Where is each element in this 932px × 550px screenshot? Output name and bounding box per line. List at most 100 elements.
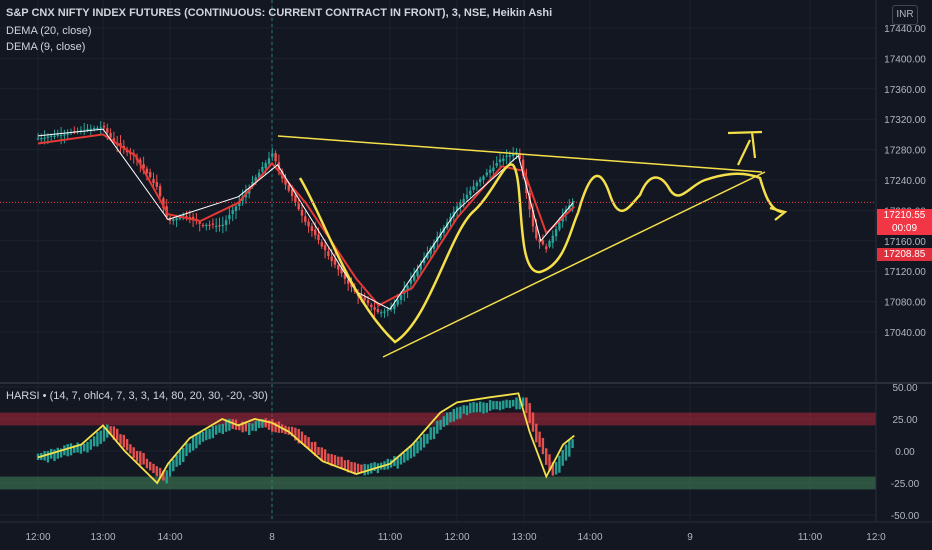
- currency-label[interactable]: INR: [892, 5, 918, 25]
- harsi-bar: [191, 436, 195, 451]
- harsi-bar: [76, 442, 79, 453]
- harsi-bar: [310, 442, 314, 452]
- candle-body: [182, 214, 185, 216]
- dema20-legend[interactable]: DEMA (20, close): [6, 25, 92, 37]
- harsi-bar: [409, 445, 413, 459]
- harsi-bar: [59, 448, 63, 458]
- price-tick-label: 17360.00: [884, 85, 926, 96]
- price-tick-label: 17400.00: [884, 54, 926, 65]
- harsi-bar: [432, 426, 436, 440]
- candle-body: [300, 209, 304, 216]
- harsi-bar: [472, 402, 475, 413]
- harsi-legend[interactable]: HARSI • (14, 7, ohlc4, 7, 3, 3, 14, 80, …: [6, 390, 268, 402]
- harsi-bar: [300, 431, 304, 444]
- candle-body: [505, 155, 508, 157]
- harsi-bar: [399, 454, 403, 465]
- harsi-bar: [320, 447, 323, 461]
- candle-body: [294, 195, 297, 202]
- time-tick-label: 8: [269, 532, 275, 543]
- candle-body: [152, 178, 155, 184]
- harsi-bar: [182, 447, 185, 463]
- harsi-bar: [56, 447, 59, 459]
- time-tick-label: 13:00: [90, 532, 115, 543]
- harsi-bar: [129, 444, 132, 454]
- candle-body: [347, 279, 350, 284]
- harsi-bar: [208, 428, 211, 440]
- price-tick-label: 17080.00: [884, 298, 926, 309]
- time-tick-label: 14:00: [157, 532, 182, 543]
- harsi-bar: [175, 455, 178, 467]
- harsi-bar: [518, 399, 521, 410]
- candle-body: [469, 190, 472, 195]
- harsi-bar: [452, 408, 455, 422]
- harsi-bar: [541, 437, 545, 455]
- candle-body: [323, 245, 327, 251]
- down-arrow-drawing: [769, 206, 788, 221]
- candle-body: [158, 186, 162, 197]
- candle-body: [551, 235, 554, 243]
- candle-body: [314, 229, 317, 236]
- candle-body: [343, 274, 347, 279]
- candle-body: [89, 128, 92, 130]
- harsi-bar: [568, 439, 571, 457]
- harsi-bar: [317, 447, 320, 456]
- harsi-bar: [531, 412, 535, 432]
- harsi-bar: [142, 452, 145, 465]
- candle-body: [284, 178, 287, 185]
- harsi-bar: [294, 427, 297, 441]
- time-tick-label: 13:00: [511, 532, 536, 543]
- candle-body: [386, 309, 389, 312]
- candle-body: [79, 130, 83, 132]
- candle-body: [462, 199, 465, 204]
- candle-body: [191, 216, 195, 220]
- harsi-bar: [488, 400, 492, 411]
- harsi-bar: [561, 449, 564, 466]
- candle-body: [515, 151, 518, 154]
- candle-body: [413, 275, 416, 281]
- candle-body: [475, 182, 479, 187]
- harsi-bar: [304, 435, 307, 447]
- harsi-bar: [333, 455, 337, 465]
- price-tick-label: 17320.00: [884, 115, 926, 126]
- candle-body: [297, 203, 300, 210]
- harsi-bar: [122, 434, 125, 448]
- harsi-bar: [416, 440, 419, 454]
- trendline-drawings: [277, 130, 788, 358]
- time-tick-label: 12:00: [25, 532, 50, 543]
- candle-body: [465, 194, 469, 199]
- harsi-bar: [360, 464, 363, 474]
- harsi-bar: [92, 436, 96, 447]
- harsi-bar: [314, 441, 317, 457]
- price-path-drawing: [298, 163, 580, 344]
- candle-body: [310, 226, 314, 232]
- harsi-bar: [195, 433, 198, 449]
- candle-body: [531, 209, 535, 227]
- candle-body: [492, 167, 495, 172]
- harsi-bar: [525, 397, 528, 414]
- harsi-bar: [221, 423, 224, 435]
- symbol-title[interactable]: S&P CNX NIFTY INDEX FUTURES (CONTINUOUS:…: [6, 7, 553, 19]
- harsi-bar: [538, 431, 541, 448]
- candle-body: [399, 294, 403, 300]
- candle-body: [234, 206, 238, 212]
- harsi-bar: [109, 426, 112, 435]
- harsi-bar: [297, 428, 300, 444]
- candle-body: [370, 304, 373, 308]
- overbought-band: [0, 412, 876, 426]
- candle-body: [538, 239, 541, 243]
- candle-body: [142, 164, 145, 169]
- harsi-bar: [264, 418, 267, 428]
- time-tick-label: 12:00: [444, 532, 469, 543]
- harsi-bar: [347, 459, 350, 473]
- candle-body: [419, 264, 422, 270]
- harsi-bar: [462, 405, 465, 414]
- dema9-legend[interactable]: DEMA (9, close): [6, 41, 86, 53]
- harsi-bar: [238, 423, 241, 431]
- candle-body: [40, 138, 43, 140]
- harsi-bar: [505, 399, 508, 408]
- harsi-bar: [498, 401, 502, 411]
- harsi-bar: [231, 419, 234, 430]
- candle-body: [254, 177, 257, 183]
